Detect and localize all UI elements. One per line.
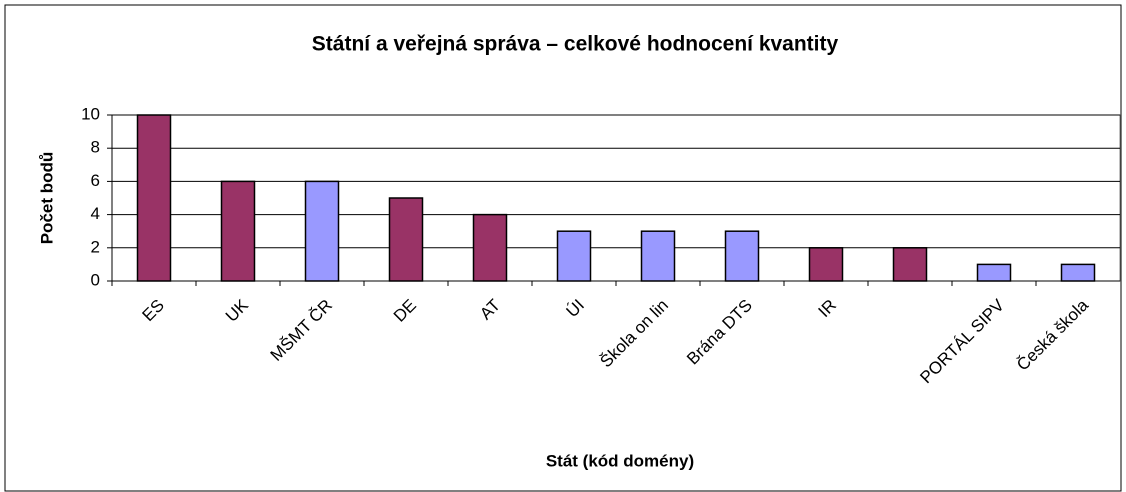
bar [1060, 263, 1096, 282]
y-axis-title: Počet bodů [37, 152, 56, 245]
bar [304, 180, 340, 282]
bar [136, 114, 172, 282]
bar [640, 230, 676, 282]
y-tick-label: 8 [91, 138, 100, 157]
bar [220, 180, 256, 282]
bar [556, 230, 592, 282]
plot-area [111, 114, 1121, 282]
chart-title: Státní a veřejná správa – celkové hodnoc… [312, 33, 839, 56]
bar [808, 247, 844, 282]
y-tick-label: 6 [91, 171, 100, 190]
y-tick-label: 10 [81, 104, 100, 123]
y-tick-label: 4 [91, 204, 100, 223]
bar [724, 230, 760, 282]
bar [976, 263, 1012, 282]
y-tick-label: 0 [91, 270, 100, 289]
bar [388, 197, 424, 282]
bar [892, 247, 928, 282]
bar [472, 213, 508, 282]
y-tick-label: 2 [91, 237, 100, 256]
x-axis-title: Stát (kód domény) [546, 451, 694, 470]
